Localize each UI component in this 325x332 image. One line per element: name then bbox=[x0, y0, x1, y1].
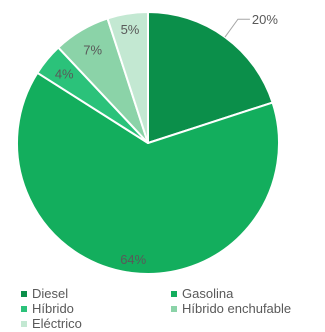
pie-slice-gasolina bbox=[16, 71, 280, 275]
slice-label: 4% bbox=[55, 67, 74, 82]
slice-label: 64% bbox=[120, 252, 146, 267]
legend-item: Eléctrico bbox=[21, 316, 171, 331]
pie-slice-diesel bbox=[147, 11, 274, 144]
legend-swatch bbox=[171, 290, 177, 297]
legend-item: Híbrido enchufable bbox=[171, 301, 321, 316]
legend: Diesel Gasolina Híbrido Híbrido enchufable E… bbox=[21, 286, 321, 331]
legend-item: Híbrido bbox=[21, 301, 171, 316]
legend-swatch bbox=[171, 305, 177, 312]
legend-label: Híbrido bbox=[32, 301, 74, 316]
legend-swatch bbox=[21, 290, 27, 297]
legend-label: Diesel bbox=[32, 286, 69, 301]
pie-slices bbox=[16, 11, 280, 275]
leader-lines bbox=[224, 18, 250, 38]
pie-slice-electrico bbox=[106, 11, 149, 144]
legend-swatch bbox=[21, 305, 27, 312]
slice-label: 7% bbox=[83, 42, 102, 57]
legend-label: Eléctrico bbox=[32, 316, 82, 331]
legend-label: Híbrido enchufable bbox=[182, 301, 292, 316]
slice-label: 5% bbox=[121, 22, 140, 37]
legend-item: Gasolina bbox=[171, 286, 321, 301]
legend-swatch bbox=[21, 320, 27, 327]
legend-item: Diesel bbox=[21, 286, 171, 301]
slice-label: 20% bbox=[252, 12, 278, 27]
legend-label: Gasolina bbox=[182, 286, 234, 301]
leader-line bbox=[224, 18, 250, 38]
slice-labels: 20% 64% 4% 7% 5% bbox=[55, 12, 279, 267]
